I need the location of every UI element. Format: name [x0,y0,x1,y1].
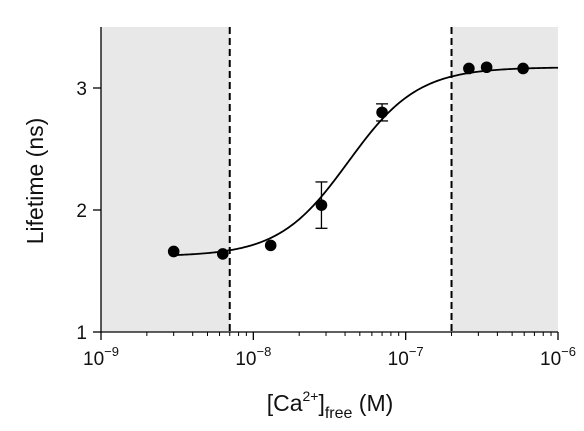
shaded-regions [101,27,558,332]
data-point-6 [480,61,493,74]
x-axis-label-superscript: 2+ [302,388,318,404]
shaded-region-1 [451,27,558,332]
fit-curve-group [173,66,559,257]
axes [100,27,558,333]
x-tick-label-0: 10−9 [83,344,119,370]
x-tick-label-exp-0: −9 [104,344,119,359]
y-tick-label-1: 2 [76,201,87,222]
y-tick-label-2: 3 [76,79,87,100]
x-axis-label-close: ] [318,390,324,416]
x-tick-label-1: 10−8 [235,344,271,370]
x-tick-label-exp-1: −8 [256,344,271,359]
data-points [167,61,529,260]
y-tick-label-0: 1 [76,323,87,344]
x-tick-label-exp-2: −7 [409,344,424,359]
data-point-7 [517,62,529,75]
x-axis-label: [Ca2+]free (M) [267,388,394,422]
x-axis-label-subscript: free [325,405,353,422]
x-tick-label-3: 10−6 [540,344,576,370]
x-tick-label-base-1: 10 [235,349,256,370]
x-axis-label-main: [Ca [267,390,303,416]
x-tick-label-base-0: 10 [83,349,104,370]
x-axis-label-unit: (M) [352,390,393,416]
x-tick-label-exp-3: −6 [561,344,576,359]
fit-curve [173,66,559,257]
shaded-region-0 [101,27,230,332]
data-point-2 [264,239,277,252]
y-axis-label: Lifetime (ns) [22,118,48,245]
data-point-5 [463,62,475,75]
dashed-threshold-lines [228,27,453,332]
x-tick-label-base-3: 10 [540,349,561,370]
data-point-3 [315,199,328,211]
error-bars [315,103,389,229]
data-point-4 [376,106,388,119]
data-point-1 [216,248,229,260]
data-point-0 [167,245,180,258]
x-tick-label-2: 10−7 [388,344,424,370]
x-tick-label-base-2: 10 [388,349,409,370]
